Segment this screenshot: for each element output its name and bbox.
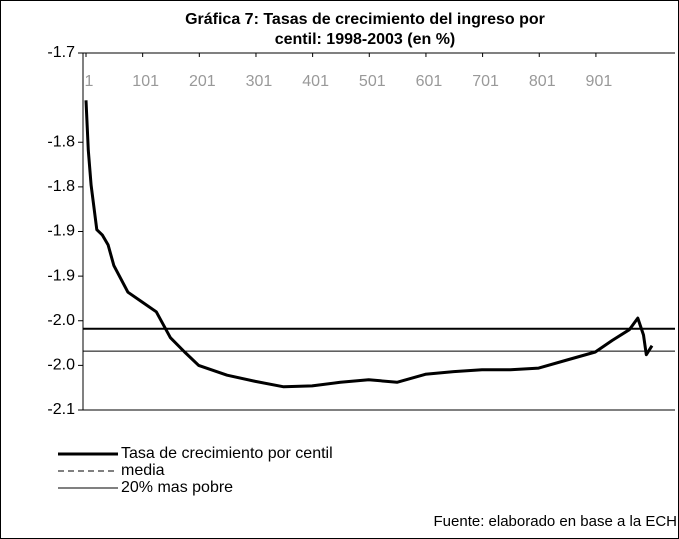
legend-label: Tasa de crecimiento por centil xyxy=(121,445,333,462)
x-tick-label: 501 xyxy=(359,73,386,90)
y-tick-label: -1.9 xyxy=(47,223,75,240)
y-tick-label: -2.1 xyxy=(47,401,75,418)
x-tick-label: 1 xyxy=(85,73,94,90)
y-tick-label: -2.0 xyxy=(47,357,75,374)
x-tick-label: 101 xyxy=(132,73,159,90)
source-note: Fuente: elaborado en base a la ECH xyxy=(434,513,678,530)
y-tick-label: -1.8 xyxy=(47,133,75,150)
x-tick-label: 201 xyxy=(189,73,216,90)
data-line xyxy=(84,100,654,389)
x-tick-label: 401 xyxy=(302,73,329,90)
legend-label: 20% mas pobre xyxy=(121,479,233,496)
x-tick-label: 701 xyxy=(472,73,499,90)
chart-title: Gráfica 7: Tasas de crecimiento del ingr… xyxy=(185,11,545,28)
y-tick-label: -1.8 xyxy=(47,178,75,195)
y-tick-label: -1.7 xyxy=(47,44,75,61)
x-tick-label: 601 xyxy=(416,73,443,90)
x-tick-label: 901 xyxy=(586,73,613,90)
x-tick-label: 801 xyxy=(529,73,556,90)
chart-title: centil: 1998-2003 (en %) xyxy=(275,31,456,48)
x-tick-label: 301 xyxy=(246,73,273,90)
y-tick-label: -2.0 xyxy=(47,312,75,329)
y-tick-label: -1.9 xyxy=(47,267,75,284)
legend-label: media xyxy=(121,462,165,479)
